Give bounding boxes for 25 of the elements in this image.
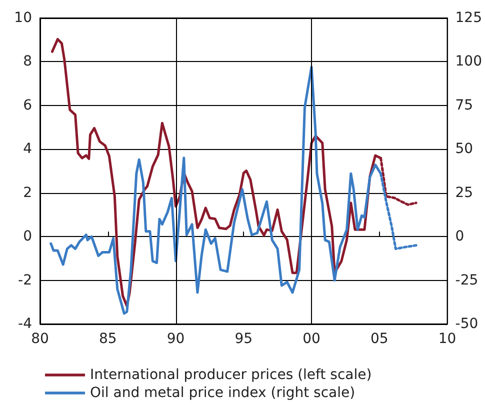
y2-tick-label: -50: [455, 316, 478, 332]
y-tick-label: 0: [23, 228, 32, 245]
y-tick-label: 6: [23, 97, 32, 114]
legend-label: Oil and metal price index (right scale): [90, 385, 356, 401]
x-tick-label: 05: [370, 331, 388, 347]
y2-tick-label: 25: [455, 184, 474, 201]
x-tick-label: 95: [234, 331, 253, 347]
y2-tick-label: 0: [455, 228, 464, 245]
y2-tick-label: 75: [455, 97, 474, 114]
y2-tick-label: 125: [455, 10, 482, 26]
x-tick-label: 00: [302, 331, 320, 347]
x-tick-label: 85: [98, 331, 117, 347]
y-tick-label: 2: [23, 184, 32, 201]
y-tick-label: -4: [18, 316, 32, 332]
x-tick-label: 90: [166, 331, 185, 347]
x-tick-label: 10: [438, 331, 456, 347]
y2-tick-label: -25: [455, 272, 478, 288]
y2-tick-label: 100: [455, 54, 482, 70]
y-tick-label: 4: [23, 141, 32, 158]
y-tick-label: 8: [23, 54, 32, 70]
y2-tick-label: 50: [455, 141, 474, 158]
legend-label: International producer prices (left scale): [90, 367, 372, 383]
y-tick-label: -2: [18, 272, 32, 288]
x-tick-label: 80: [31, 331, 49, 347]
y-tick-label: 10: [14, 10, 32, 26]
